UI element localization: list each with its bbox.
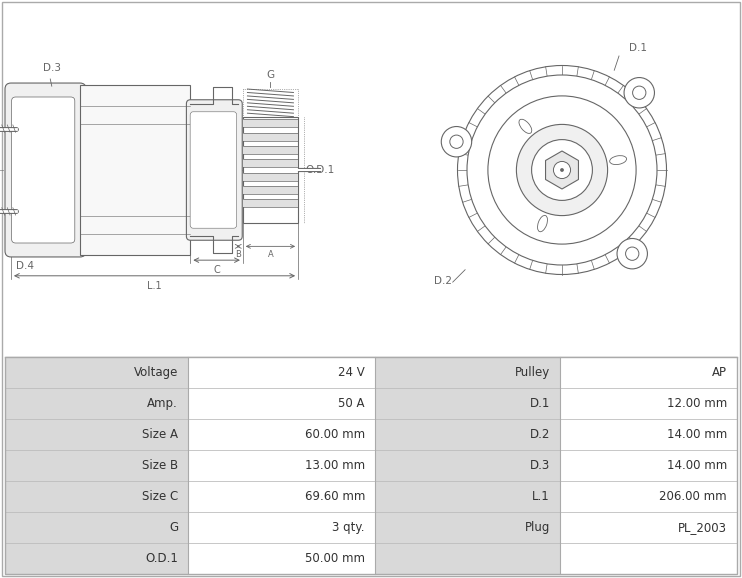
Text: L.1: L.1 (532, 490, 550, 503)
Text: O.D.1: O.D.1 (306, 165, 335, 175)
Text: A: A (268, 250, 273, 259)
Text: 14.00 mm: 14.00 mm (667, 459, 727, 472)
Text: 3 qty.: 3 qty. (332, 521, 365, 534)
Circle shape (488, 96, 636, 244)
Ellipse shape (537, 216, 548, 232)
Circle shape (617, 239, 648, 269)
Bar (243, 117, 298, 223)
Bar (560, 543, 737, 574)
Circle shape (458, 65, 666, 275)
Circle shape (516, 124, 608, 216)
Text: 50 A: 50 A (338, 397, 365, 410)
Text: D.2: D.2 (530, 428, 550, 441)
Bar (243, 186, 298, 194)
FancyBboxPatch shape (186, 100, 242, 240)
Bar (375, 450, 560, 481)
Bar (243, 132, 298, 140)
Bar (560, 450, 737, 481)
Text: 24 V: 24 V (338, 366, 365, 379)
Bar (560, 388, 737, 419)
Text: 50.00 mm: 50.00 mm (305, 552, 365, 565)
Circle shape (554, 161, 571, 179)
Bar (5, 512, 188, 543)
Text: 13.00 mm: 13.00 mm (305, 459, 365, 472)
FancyBboxPatch shape (190, 112, 237, 228)
Ellipse shape (519, 119, 532, 134)
Bar (188, 357, 375, 388)
Bar (5, 481, 188, 512)
Bar (560, 481, 737, 512)
Text: L.1: L.1 (147, 281, 162, 291)
Circle shape (624, 77, 654, 108)
Bar (560, 512, 737, 543)
Circle shape (467, 75, 657, 265)
Bar (375, 543, 560, 574)
Bar (188, 450, 375, 481)
Text: O.D.1: O.D.1 (145, 552, 178, 565)
Bar (375, 481, 560, 512)
Bar (5, 419, 188, 450)
Text: Voltage: Voltage (134, 366, 178, 379)
Bar (5, 357, 188, 388)
Circle shape (560, 168, 564, 172)
Text: D.1: D.1 (629, 43, 647, 53)
Bar (243, 199, 298, 208)
Bar (243, 119, 298, 127)
Bar (188, 419, 375, 450)
Circle shape (450, 135, 463, 149)
Bar (188, 388, 375, 419)
Circle shape (626, 247, 639, 260)
Circle shape (441, 127, 472, 157)
Text: 12.00 mm: 12.00 mm (667, 397, 727, 410)
Text: D.3: D.3 (43, 62, 61, 73)
Text: 14.00 mm: 14.00 mm (667, 428, 727, 441)
Bar (188, 543, 375, 574)
Bar (243, 173, 298, 181)
Bar (375, 512, 560, 543)
Text: Size A: Size A (142, 428, 178, 441)
FancyBboxPatch shape (5, 83, 86, 257)
Text: Pulley: Pulley (515, 366, 550, 379)
Bar (243, 160, 298, 168)
Bar (375, 388, 560, 419)
Bar (375, 419, 560, 450)
Bar (560, 419, 737, 450)
FancyBboxPatch shape (12, 97, 75, 243)
Bar (5, 388, 188, 419)
Bar (188, 481, 375, 512)
Text: D.3: D.3 (530, 459, 550, 472)
Text: D.4: D.4 (16, 261, 33, 271)
Polygon shape (545, 151, 579, 189)
Text: G: G (266, 70, 275, 80)
Text: Plug: Plug (525, 521, 550, 534)
Circle shape (633, 86, 646, 99)
Text: Size B: Size B (142, 459, 178, 472)
Ellipse shape (610, 155, 626, 165)
Bar (188, 512, 375, 543)
Bar (243, 146, 298, 154)
Text: G: G (169, 521, 178, 534)
Text: Size C: Size C (142, 490, 178, 503)
Text: B: B (235, 250, 241, 259)
Text: PL_2003: PL_2003 (678, 521, 727, 534)
Text: D.2: D.2 (434, 276, 453, 286)
Bar (5, 450, 188, 481)
Text: Amp.: Amp. (147, 397, 178, 410)
Bar (5, 357, 737, 574)
Text: 60.00 mm: 60.00 mm (305, 428, 365, 441)
Text: C: C (213, 265, 220, 275)
Text: AP: AP (712, 366, 727, 379)
Circle shape (531, 140, 592, 201)
Text: 69.60 mm: 69.60 mm (305, 490, 365, 503)
Bar (560, 357, 737, 388)
Bar (5, 543, 188, 574)
Text: D.1: D.1 (530, 397, 550, 410)
Bar (375, 357, 560, 388)
Bar (80, 86, 191, 255)
Text: 206.00 mm: 206.00 mm (660, 490, 727, 503)
